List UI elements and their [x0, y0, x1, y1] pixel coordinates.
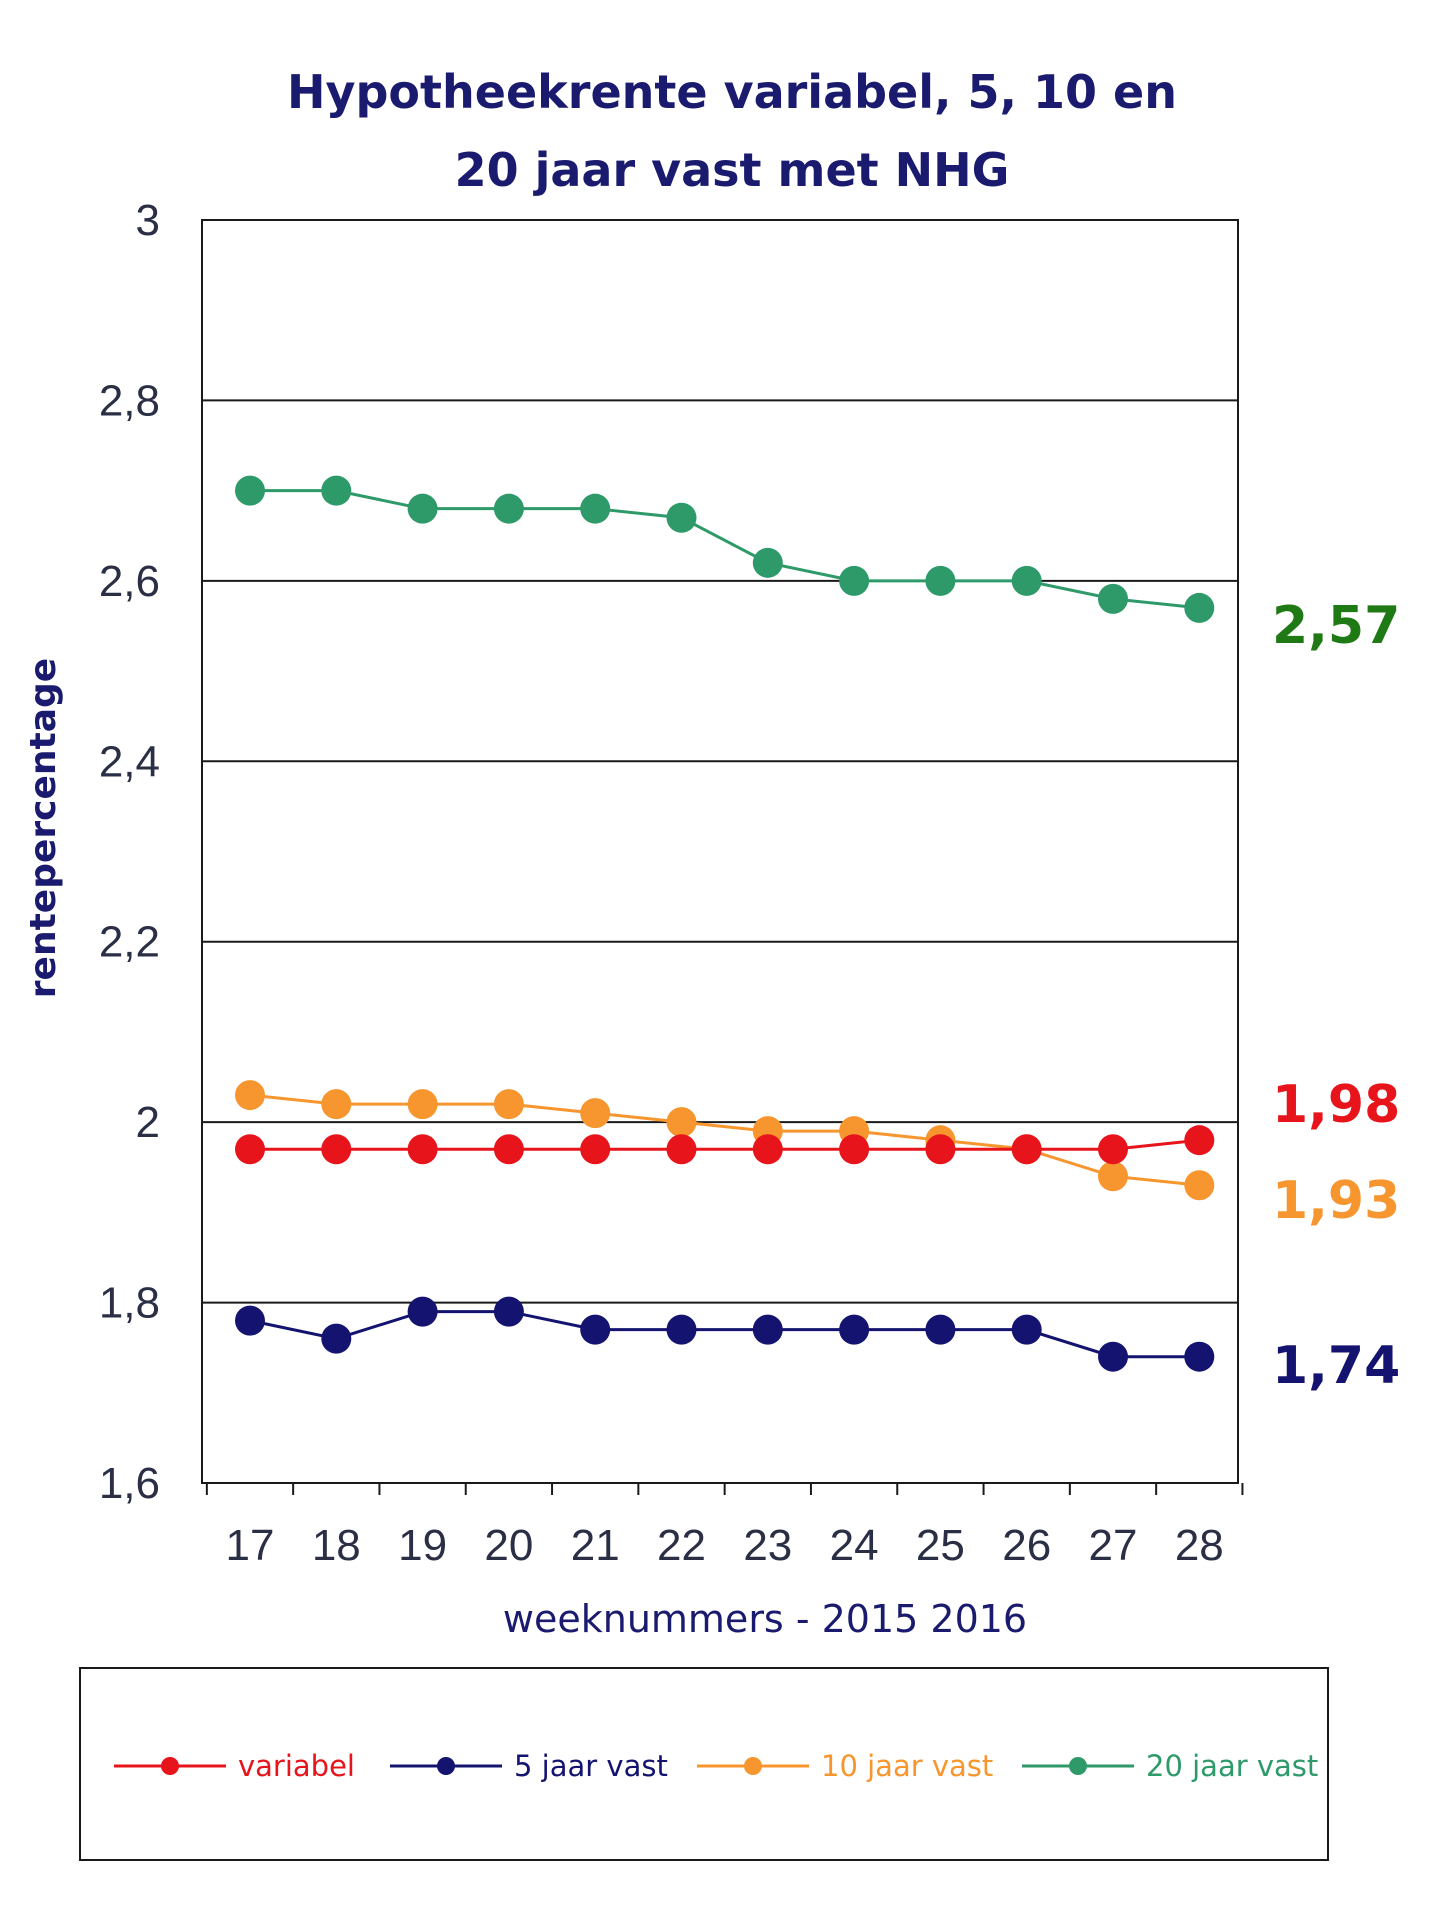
data-point-variabel — [1184, 1125, 1215, 1156]
y-tick-label: 1,8 — [99, 1279, 160, 1328]
grid-lines — [202, 399, 1238, 1304]
legend-label: 5 jaar vast — [514, 1749, 668, 1783]
data-point-20-jaar-vast — [580, 493, 611, 524]
y-tick-label: 2,2 — [99, 918, 160, 967]
data-point-variabel — [925, 1134, 956, 1165]
legend: variabel 5 jaar vast 10 jaar vast 20 jaar v… — [114, 1749, 1318, 1783]
series-line-variabel — [250, 1138, 1200, 1151]
data-point-variabel — [493, 1134, 524, 1165]
data-point-variabel — [839, 1134, 870, 1165]
data-point-10-jaar-vast — [666, 1107, 697, 1138]
end-label-20-jaar-vast: 2,57 — [1272, 596, 1400, 656]
data-point-5-jaar-vast — [1098, 1341, 1128, 1372]
y-tick-label: 2,4 — [99, 737, 160, 786]
data-point-10-jaar-vast — [580, 1098, 611, 1129]
data-point-10-jaar-vast — [493, 1089, 524, 1120]
data-point-10-jaar-vast — [407, 1089, 438, 1120]
data-point-variabel — [321, 1134, 352, 1165]
data-point-20-jaar-vast — [839, 565, 870, 596]
legend-marker — [1069, 1757, 1087, 1775]
data-point-5-jaar-vast — [493, 1296, 524, 1327]
series-line-20-jaar-vast — [250, 489, 1200, 610]
end-label-variabel: 1,98 — [1272, 1075, 1400, 1135]
data-point-10-jaar-vast — [1184, 1170, 1215, 1201]
data-point-20-jaar-vast — [235, 475, 265, 506]
data-point-20-jaar-vast — [493, 493, 524, 524]
y-axis-label: rentepercentage — [23, 658, 64, 998]
x-axis-ticks: 17 18 19 20 21 22 23 24 25 26 27 28 — [205, 1483, 1244, 1570]
chart-title-line1: Hypotheekrente variabel, 5, 10 en — [287, 65, 1177, 119]
data-point-20-jaar-vast — [925, 565, 956, 596]
legend-label: variabel — [238, 1749, 355, 1783]
data-point-10-jaar-vast — [321, 1089, 352, 1120]
data-point-5-jaar-vast — [666, 1314, 697, 1345]
x-tick-label: 24 — [830, 1521, 879, 1570]
data-point-5-jaar-vast — [752, 1314, 783, 1345]
data-point-variabel — [235, 1134, 265, 1165]
end-labels: 1,98 1,74 1,93 2,57 — [1272, 596, 1400, 1396]
y-tick-label: 3 — [136, 196, 160, 245]
data-point-20-jaar-vast — [321, 475, 352, 506]
data-point-5-jaar-vast — [407, 1296, 438, 1327]
data-point-20-jaar-vast — [752, 547, 783, 578]
x-tick-label: 22 — [657, 1521, 706, 1570]
legend-marker — [161, 1757, 179, 1775]
data-point-variabel — [580, 1134, 611, 1165]
series-line-10-jaar-vast — [249, 1093, 1200, 1187]
x-tick-label: 25 — [916, 1521, 965, 1570]
series-layer — [235, 475, 1215, 1372]
end-label-5-jaar-vast: 1,74 — [1272, 1336, 1400, 1396]
legend-label: 20 jaar vast — [1146, 1749, 1318, 1783]
legend-box — [79, 1667, 1329, 1861]
data-point-10-jaar-vast — [1098, 1161, 1128, 1192]
x-tick-label: 21 — [571, 1521, 620, 1570]
data-point-variabel — [407, 1134, 438, 1165]
data-point-5-jaar-vast — [839, 1314, 870, 1345]
x-tick-label: 23 — [743, 1521, 792, 1570]
y-tick-labels: 1,6 1,8 2 2,2 2,4 2,6 2,8 3 — [99, 196, 160, 1508]
data-point-20-jaar-vast — [407, 493, 438, 524]
y-tick-label: 2,8 — [99, 376, 160, 425]
data-point-20-jaar-vast — [1098, 583, 1128, 614]
data-point-20-jaar-vast — [1184, 592, 1215, 623]
x-tick-label: 27 — [1089, 1521, 1138, 1570]
data-point-5-jaar-vast — [1011, 1314, 1042, 1345]
data-point-5-jaar-vast — [580, 1314, 611, 1345]
y-tick-label: 1,6 — [99, 1459, 160, 1508]
legend-marker — [437, 1757, 455, 1775]
y-tick-label: 2 — [136, 1098, 160, 1147]
data-point-variabel — [666, 1134, 697, 1165]
legend-label: 10 jaar vast — [821, 1749, 993, 1783]
x-tick-label: 20 — [484, 1521, 533, 1570]
y-tick-label: 2,6 — [99, 557, 160, 606]
series-line-5-jaar-vast — [249, 1310, 1200, 1359]
x-tick-label: 17 — [226, 1521, 275, 1570]
x-tick-label: 28 — [1175, 1521, 1224, 1570]
data-point-5-jaar-vast — [321, 1323, 352, 1354]
data-point-10-jaar-vast — [235, 1080, 265, 1111]
data-point-20-jaar-vast — [1011, 565, 1042, 596]
end-label-10-jaar-vast: 1,93 — [1272, 1171, 1400, 1231]
data-point-variabel — [752, 1134, 783, 1165]
plot-area-frame — [201, 219, 1239, 1484]
data-point-variabel — [1098, 1134, 1128, 1165]
chart-title-line2: 20 jaar vast met NHG — [455, 143, 1010, 197]
data-point-20-jaar-vast — [666, 502, 697, 533]
legend-marker — [744, 1757, 762, 1775]
data-point-5-jaar-vast — [1184, 1341, 1215, 1372]
data-point-5-jaar-vast — [925, 1314, 956, 1345]
x-axis-label: weeknummers - 2015 2016 — [503, 1597, 1027, 1641]
x-tick-label: 19 — [398, 1521, 447, 1570]
x-tick-label: 18 — [312, 1521, 361, 1570]
data-point-variabel — [1011, 1134, 1042, 1165]
x-tick-label: 26 — [1002, 1521, 1051, 1570]
data-point-5-jaar-vast — [235, 1305, 265, 1336]
